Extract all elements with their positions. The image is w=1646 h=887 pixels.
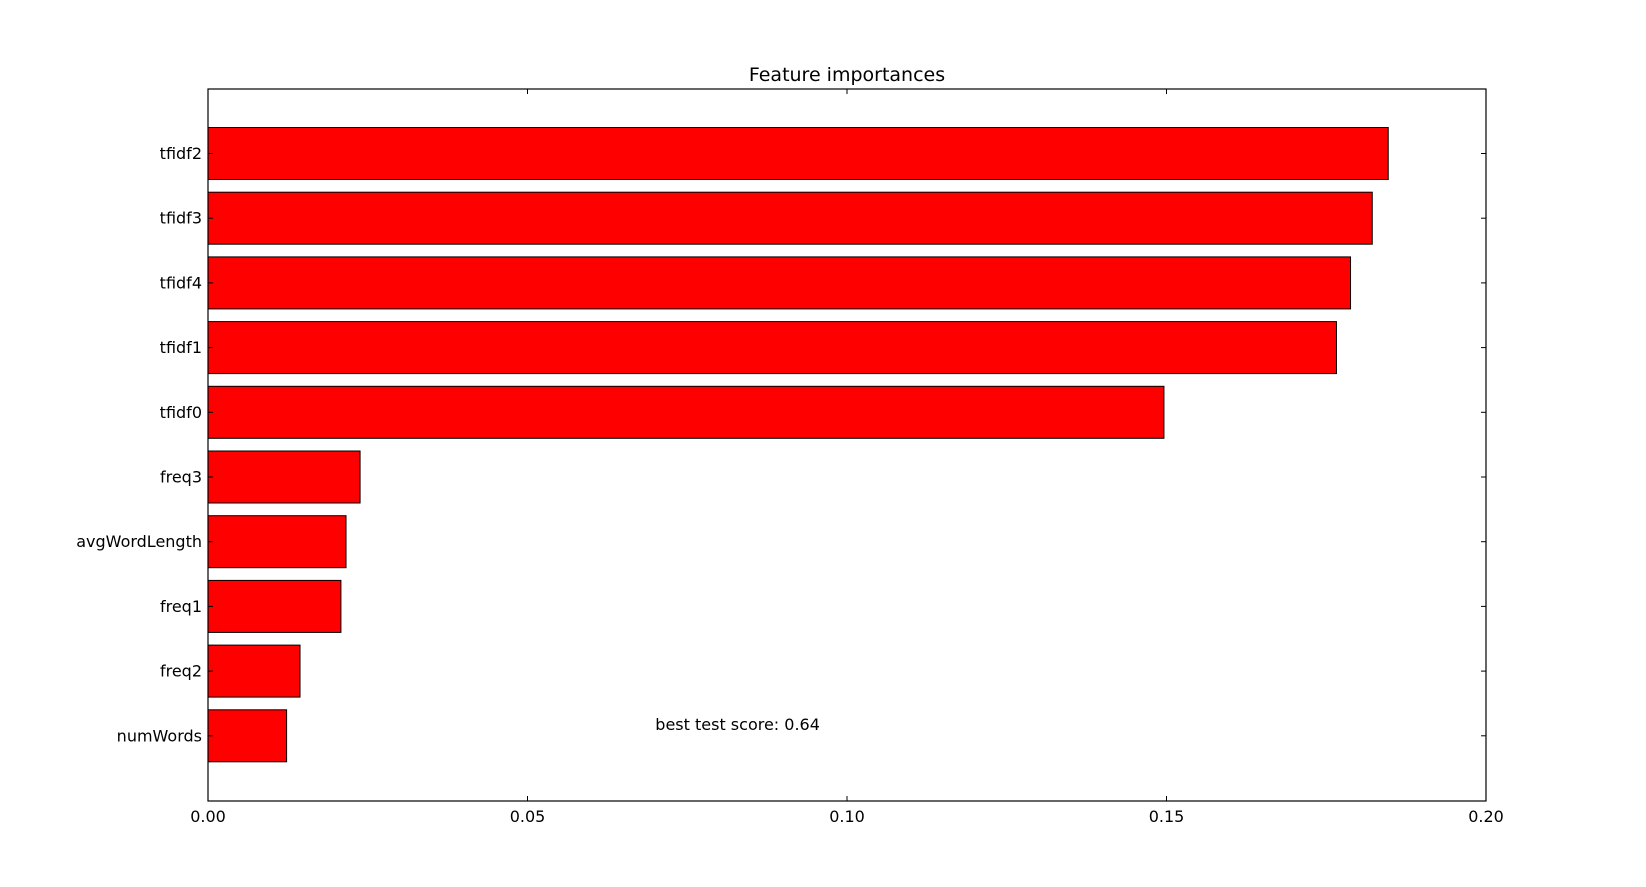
y-tick-label-tfidf1: tfidf1 [160, 338, 202, 357]
bar-freq2 [207, 644, 301, 698]
ticks-layer [207, 89, 1487, 801]
bar-freq1 [207, 579, 342, 633]
chart-title: Feature importances [749, 64, 945, 86]
bar-freq3 [207, 450, 361, 504]
y-tick-label-tfidf2: tfidf2 [160, 144, 202, 163]
x-tick-label-3: 0.15 [1149, 807, 1185, 826]
bar-tfidf3 [207, 191, 1373, 245]
bar-tfidf0 [207, 385, 1165, 439]
y-tick-label-tfidf0: tfidf0 [160, 403, 202, 422]
y-tick-label-freq3: freq3 [160, 468, 202, 487]
x-tick-label-2: 0.10 [829, 807, 865, 826]
y-tick-label-freq1: freq1 [160, 597, 202, 616]
bar-avgWordLength [207, 515, 347, 569]
bar-tfidf2 [207, 127, 1389, 180]
labels-layer: 0.00 0.05 0.10 0.15 0.20 tfidf2 tfidf3 tfidf4 tf… [76, 144, 1504, 826]
y-tick-label-numWords: numWords [117, 726, 202, 745]
x-tick-label-4: 0.20 [1468, 807, 1504, 826]
bar-numWords [207, 709, 288, 763]
bar-tfidf4 [207, 256, 1352, 310]
annotations-layer: best test score: 0.64 [655, 715, 820, 734]
y-tick-label-tfidf3: tfidf3 [160, 209, 202, 228]
y-tick-label-freq2: freq2 [160, 662, 202, 681]
x-tick-label-0: 0.00 [190, 807, 226, 826]
best-test-score-annotation: best test score: 0.64 [655, 715, 820, 734]
bar-tfidf1 [207, 321, 1337, 375]
bars-layer [207, 127, 1389, 763]
y-tick-label-avgWordLength: avgWordLength [76, 532, 202, 551]
y-tick-label-tfidf4: tfidf4 [160, 273, 202, 292]
x-tick-label-1: 0.05 [510, 807, 546, 826]
